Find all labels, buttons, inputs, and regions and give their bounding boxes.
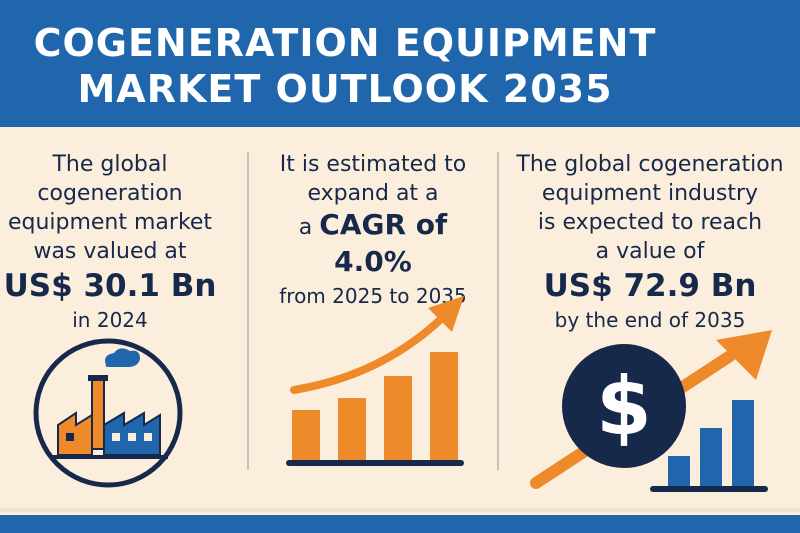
factory-icon <box>33 338 183 488</box>
cagr-value: CAGR of 4.0% <box>319 208 448 278</box>
cagr-line: a CAGR of 4.0% <box>258 208 488 282</box>
col1-line3: equipment market <box>7 210 213 235</box>
col1-line2: cogeneration <box>37 181 183 206</box>
footer-band <box>0 515 800 533</box>
cagr-prefix: a <box>298 215 320 240</box>
col1-line4: was valued at <box>33 239 187 264</box>
column-divider-right <box>497 152 499 470</box>
dollar-growth-icon: $ <box>530 330 772 492</box>
column-divider-left <box>247 152 249 470</box>
col2-line1: It is estimated to <box>279 152 467 177</box>
col1-line1: The global <box>52 152 168 177</box>
col3-line3: is expected to reach <box>537 210 763 235</box>
cagr-panel: It is estimated to expand at a a CAGR of… <box>258 150 488 310</box>
header-banner: COGENERATION EQUIPMENT MARKET OUTLOOK 20… <box>0 0 800 127</box>
col2-line2: expand at a <box>307 181 439 206</box>
page-title: COGENERATION EQUIPMENT MARKET OUTLOOK 20… <box>0 20 690 112</box>
growth-bar-chart-icon <box>286 296 464 466</box>
market-value-2024: US$ 30.1 Bn <box>3 268 217 304</box>
col1-year: in 2024 <box>72 308 148 332</box>
market-value-2035: US$ 72.9 Bn <box>543 268 757 304</box>
col3-line4: a value of <box>595 239 705 264</box>
title-line-1: COGENERATION EQUIPMENT <box>33 21 657 65</box>
market-value-2035-panel: The global cogeneration equipment indust… <box>505 150 795 334</box>
dollar-sign-icon: $ <box>596 360 652 453</box>
col3-line6: by the end of 2035 <box>554 308 746 332</box>
col2-period: from 2025 to 2035 <box>279 284 467 308</box>
col3-line1: The global cogeneration <box>516 152 784 177</box>
footer-divider <box>0 508 800 512</box>
market-value-2024-panel: The global cogeneration equipment market… <box>0 150 250 334</box>
title-line-2: MARKET OUTLOOK 2035 <box>77 67 613 111</box>
col3-line2: equipment industry <box>541 181 759 206</box>
